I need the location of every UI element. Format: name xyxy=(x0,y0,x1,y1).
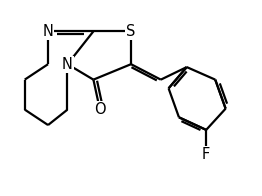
Text: N: N xyxy=(43,24,53,39)
Text: N: N xyxy=(62,57,73,72)
Text: S: S xyxy=(126,24,136,39)
Text: O: O xyxy=(94,102,106,117)
Text: F: F xyxy=(202,147,210,162)
